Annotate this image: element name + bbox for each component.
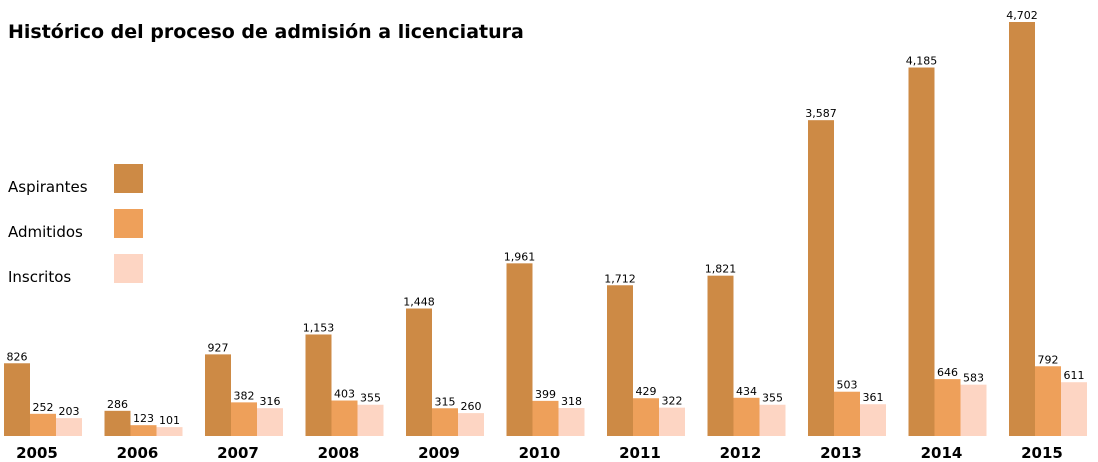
data-label: 101 [159,414,180,427]
bar [1009,22,1035,436]
data-label: 429 [636,385,657,398]
bar [357,404,384,436]
bar [532,400,559,436]
bar [960,384,987,436]
x-tick-label: 2009 [418,444,460,462]
data-label: 355 [360,392,381,405]
x-tick-label: 2006 [117,444,159,462]
x-tick-label: 2014 [921,444,963,462]
data-label: 1,961 [504,250,536,263]
bar [305,334,332,436]
legend-label: Inscritos [8,268,71,286]
data-label: 203 [59,405,80,418]
data-label: 1,712 [604,272,636,285]
bar [558,408,585,436]
data-label: 322 [662,395,683,408]
bar [205,354,231,436]
data-label: 503 [837,379,858,392]
data-label: 792 [1038,353,1059,366]
x-tick-label: 2010 [519,444,561,462]
data-label: 4,702 [1006,9,1038,22]
data-label: 286 [107,398,128,411]
bar [231,402,257,436]
x-tick-label: 2005 [16,444,58,462]
bar [331,400,358,436]
bar [808,120,834,436]
data-label: 434 [736,385,757,398]
data-label: 646 [937,366,958,379]
data-label: 316 [260,395,281,408]
bar [156,427,183,436]
bar [406,308,432,436]
legend-label: Admitidos [8,223,83,241]
bar [257,408,283,436]
data-label: 123 [133,412,154,425]
data-label: 260 [461,400,482,413]
bar [607,285,633,436]
x-tick-label: 2013 [820,444,862,462]
data-label: 361 [863,391,884,404]
legend-swatch [114,164,143,193]
chart-title: Histórico del proceso de admisión a lice… [8,21,524,43]
legend-swatch [114,254,143,283]
bar [458,413,484,436]
bar [130,425,157,436]
x-tick-label: 2008 [318,444,360,462]
bar [30,413,56,436]
bar [934,379,961,436]
data-label: 315 [435,395,456,408]
bar [908,67,935,436]
data-label: 927 [208,341,229,354]
data-label: 611 [1064,369,1085,382]
bar [1035,366,1061,436]
bar [432,408,458,436]
bar [506,263,533,436]
data-label: 252 [33,401,54,414]
data-label: 318 [561,395,582,408]
legend-swatch [114,209,143,238]
data-label: 583 [963,372,984,385]
bar [104,410,131,436]
bar [1061,382,1087,436]
bar [759,404,786,436]
data-label: 382 [234,389,255,402]
data-label: 4,185 [906,55,938,68]
bar [860,404,886,436]
bar [733,397,760,436]
data-label: 826 [7,350,28,363]
data-label: 3,587 [805,107,837,120]
data-label: 1,153 [303,321,335,334]
x-tick-label: 2012 [720,444,762,462]
x-tick-label: 2015 [1021,444,1063,462]
data-label: 403 [334,388,355,401]
x-tick-label: 2011 [619,444,661,462]
bar [707,275,734,436]
bar [633,398,659,436]
bar [834,391,860,436]
data-label: 1,448 [403,296,435,309]
x-tick-label: 2007 [217,444,259,462]
bar [659,407,685,436]
data-label: 1,821 [705,263,737,276]
data-label: 355 [762,392,783,405]
legend-label: Aspirantes [8,178,88,196]
bar [56,418,82,436]
bar [4,363,30,436]
data-label: 399 [535,388,556,401]
